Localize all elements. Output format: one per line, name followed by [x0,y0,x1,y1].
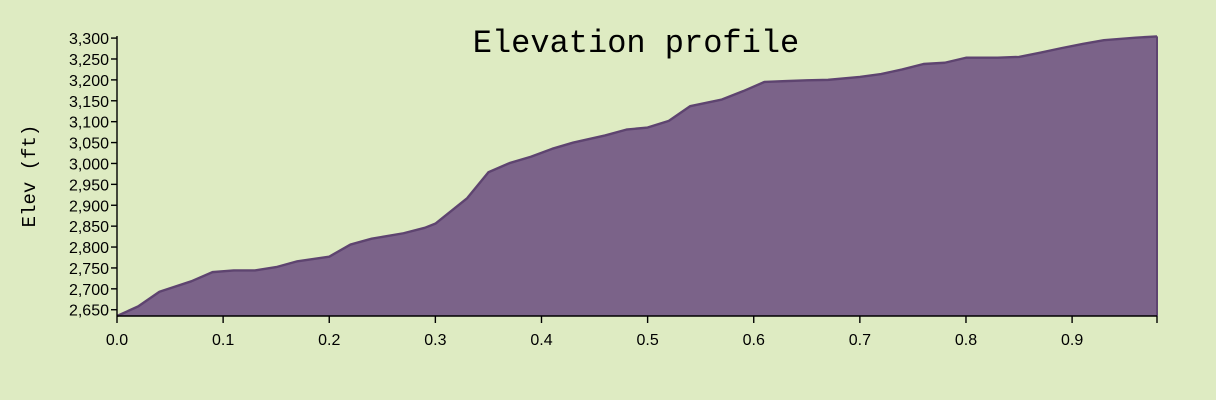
y-tick-label: 2,850 [69,219,109,236]
y-tick-label: 3,250 [69,52,109,69]
y-axis-label: Elev (ft) [19,125,41,228]
axes: 2,650 2,700 2,750 2,800 2,850 2,900 2,950 3,000… [69,31,1158,349]
y-tick-label: 3,200 [69,73,109,90]
y-tick-label: 2,900 [69,198,109,215]
y-tick-label: 2,700 [69,282,109,299]
x-tick-label: 0.9 [1061,332,1083,349]
x-tick-label: 0.4 [530,332,552,349]
y-tick-label: 3,050 [69,136,109,153]
x-tick-label: 0.6 [743,332,765,349]
y-tick-label: 2,650 [69,303,109,320]
y-tick-label: 3,000 [69,156,109,173]
y-tick-label: 2,950 [69,177,109,194]
x-tick-label: 0.1 [212,332,234,349]
y-tick-label: 3,150 [69,94,109,111]
x-tick-label: 0.3 [424,332,446,349]
elevation-line [116,35,1158,318]
x-tick-label: 0.7 [849,332,871,349]
plot-area [116,35,1158,318]
x-tick-label: 0.5 [636,332,658,349]
y-tick-label: 3,100 [69,115,109,132]
y-tick-label: 2,800 [69,240,109,257]
elevation-area [117,36,1157,317]
x-tick-label: 0.2 [318,332,340,349]
y-tick-label: 3,300 [69,31,109,48]
x-tick-label: 0.8 [955,332,977,349]
chart-title: Elevation profile [473,25,799,62]
y-tick-label: 2,750 [69,261,109,278]
x-tick-label: 0.0 [106,332,128,349]
